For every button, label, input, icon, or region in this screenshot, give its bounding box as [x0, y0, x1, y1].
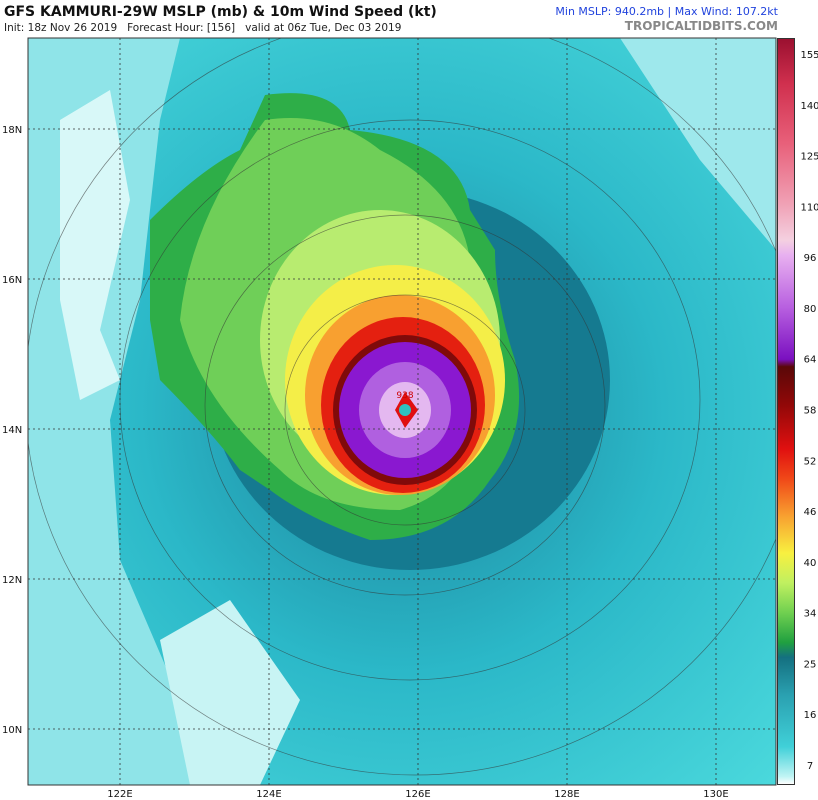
center-pressure-label: 938 [396, 391, 413, 401]
colorbar-label: 52 [804, 456, 817, 467]
lat-label: 18N [2, 125, 22, 136]
lon-label: 126E [405, 789, 430, 800]
colorbar-label: 96 [804, 253, 817, 264]
colorbar-label: 40 [804, 558, 817, 569]
colorbar-label: 25 [804, 659, 817, 670]
colorbar-label: 46 [804, 507, 817, 518]
colorbar [777, 38, 795, 785]
lat-label: 14N [2, 425, 22, 436]
run-info: Init: 18z Nov 26 2019 Forecast Hour: [15… [4, 22, 402, 34]
site-name: TROPICALTIDBITS.COM [624, 19, 778, 33]
storm-stats: Min MSLP: 940.2mb | Max Wind: 107.2kt [555, 5, 778, 18]
colorbar-label: 16 [804, 710, 817, 721]
lon-label: 128E [554, 789, 579, 800]
title: GFS KAMMURI-29W MSLP (mb) & 10m Wind Spe… [4, 4, 437, 20]
lat-label: 16N [2, 275, 22, 286]
lat-label: 10N [2, 725, 22, 736]
colorbar-label: 80 [804, 304, 817, 315]
wind-field [28, 38, 776, 785]
map-frame [27, 37, 777, 786]
lat-label: 12N [2, 575, 22, 586]
colorbar-label: 7 [807, 761, 813, 772]
colorbar-label: 110 [800, 202, 818, 213]
lon-label: 124E [256, 789, 281, 800]
colorbar-label: 140 [800, 101, 818, 112]
colorbar-label: 125 [800, 152, 818, 163]
colorbar-label: 155 [800, 50, 818, 61]
lon-label: 130E [703, 789, 728, 800]
colorbar-label: 34 [804, 609, 817, 620]
colorbar-label: 64 [804, 355, 817, 366]
lon-label: 122E [107, 789, 132, 800]
colorbar-label: 58 [804, 406, 817, 417]
